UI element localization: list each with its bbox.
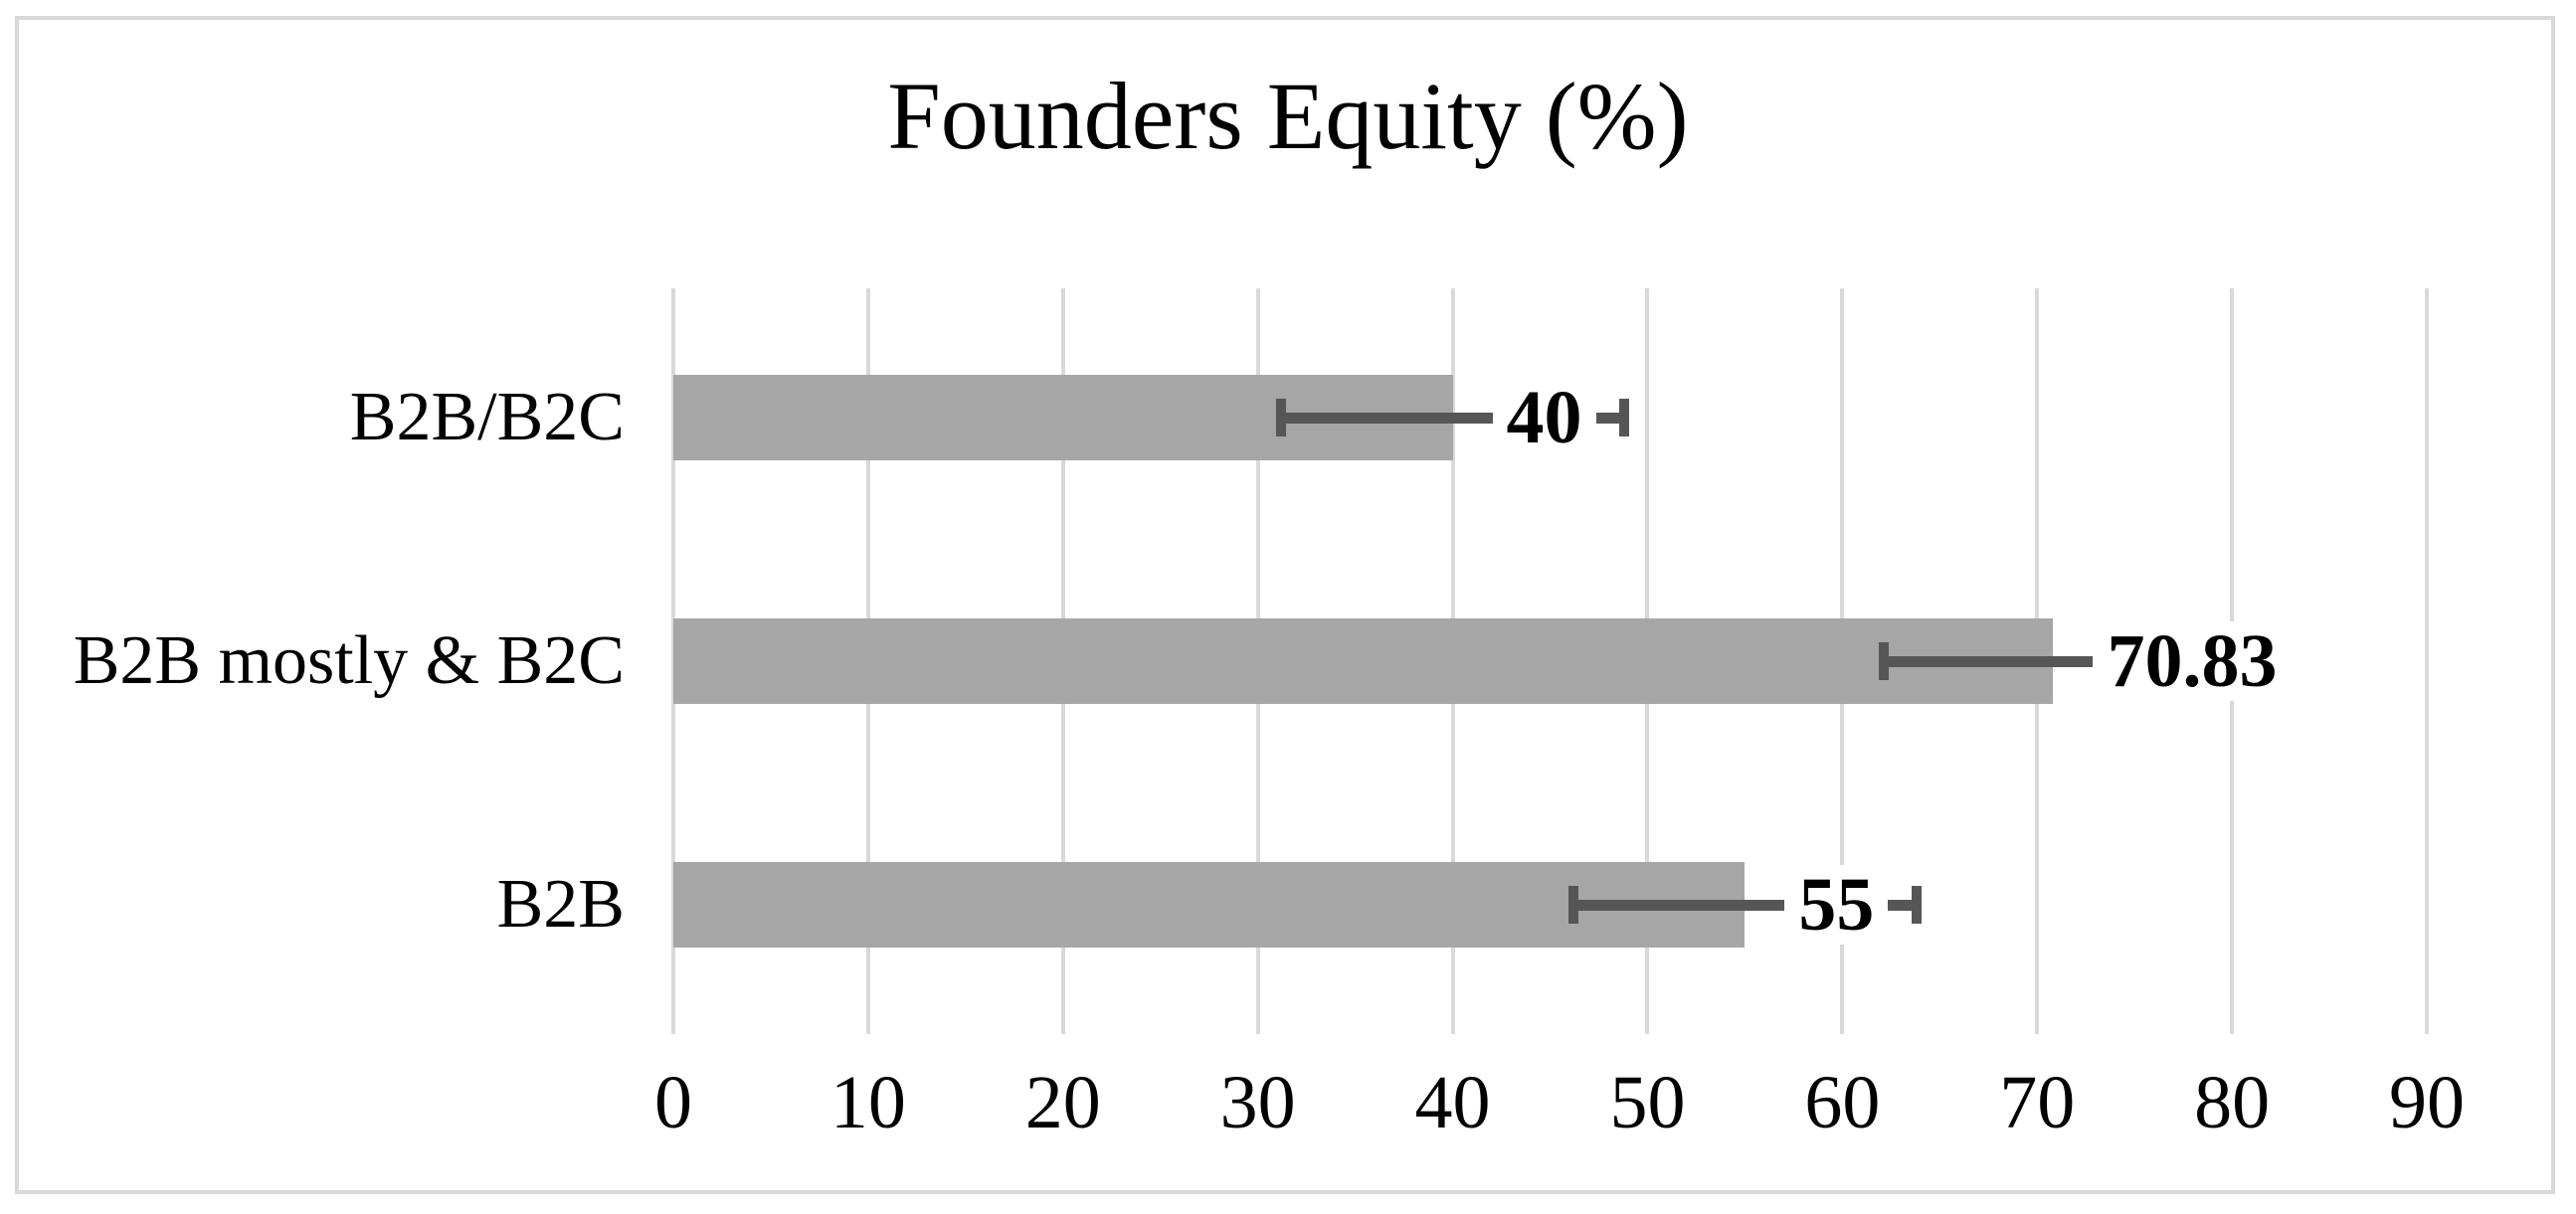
error-bar-cap-left [1879,642,1890,680]
data-label: 70.83 [2093,621,2292,701]
error-bar-cap-right [1618,399,1629,436]
gridline [2425,288,2429,1034]
data-label: 40 [1492,378,1596,457]
bar [673,618,2054,704]
error-bar-cap-right [1911,886,1922,924]
error-bar-cap-left [1276,399,1287,436]
data-label: 55 [1784,865,1889,945]
error-bar-line [1281,412,1624,424]
x-tick-label: 90 [2389,1061,2465,1144]
x-tick-label: 20 [1024,1061,1101,1144]
category-label: B2B [496,866,625,943]
error-bar-line [1884,655,2223,667]
x-tick-label: 50 [1609,1061,1686,1144]
x-tick-label: 60 [1804,1061,1881,1144]
x-tick-label: 0 [654,1061,692,1144]
bar [673,862,1746,948]
x-tick-label: 30 [1219,1061,1296,1144]
x-tick-label: 40 [1414,1061,1491,1144]
error-bar-line [1573,899,1917,911]
x-tick-label: 10 [829,1061,906,1144]
plot-area: 40 70.83 55 [671,288,2429,1034]
x-tick-label: 80 [2194,1061,2271,1144]
figure-border [15,16,2555,1194]
category-label: B2B mostly & B2C [73,622,625,699]
category-label: B2B/B2C [349,379,625,455]
x-tick-label: 70 [1999,1061,2076,1144]
error-bar-cap-left [1568,886,1578,924]
chart-title: Founders Equity (%) [887,63,1689,169]
